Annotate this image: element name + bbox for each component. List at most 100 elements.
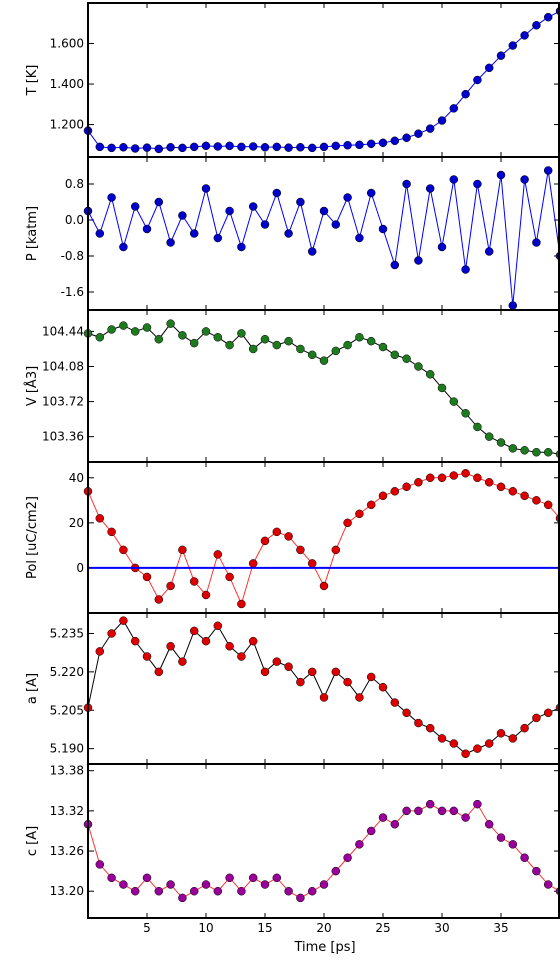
- data-point: [189, 142, 199, 152]
- data-point: [95, 514, 105, 523]
- data-point: [260, 880, 270, 889]
- data-point: [225, 206, 234, 216]
- y-axis-label: P [katm]: [25, 206, 40, 261]
- data-point: [343, 340, 352, 350]
- data-point: [355, 693, 364, 702]
- data-point: [107, 873, 116, 883]
- data-point: [225, 873, 234, 883]
- series-line: [87, 170, 560, 306]
- data-point: [189, 229, 199, 238]
- data-point: [166, 238, 175, 247]
- data-point: [331, 220, 341, 229]
- data-point: [402, 708, 411, 718]
- panel-3: 103.36 103.72 104.08 104.44 V [Å3]: [24, 309, 560, 463]
- data-point: [95, 229, 105, 238]
- data-point: [296, 143, 305, 152]
- data-point: [307, 886, 317, 896]
- data-point: [449, 397, 459, 406]
- data-point: [107, 325, 116, 334]
- y-axis-label: T [K]: [25, 65, 40, 97]
- data-point: [307, 559, 317, 568]
- data-point: [449, 175, 459, 184]
- data-point: [248, 636, 258, 646]
- y-tick-label: 103.36: [42, 430, 84, 444]
- panel-4: 0 20 40 Pol [uC/cm2]: [25, 461, 560, 614]
- data-point: [414, 256, 423, 265]
- data-point: [484, 820, 494, 829]
- data-point: [225, 642, 234, 651]
- data-point: [201, 636, 211, 646]
- data-point: [484, 247, 494, 256]
- data-point: [355, 509, 364, 519]
- y-tick-label: 0.0: [65, 213, 84, 227]
- data-point: [484, 478, 494, 487]
- data-point: [296, 677, 305, 687]
- x-tick-label: 15: [257, 921, 272, 935]
- data-point: [473, 799, 482, 809]
- data-point: [201, 184, 211, 193]
- data-point: [378, 491, 388, 501]
- data-point: [142, 224, 152, 234]
- data-point: [473, 179, 482, 189]
- series-line: [87, 10, 560, 150]
- x-axis-label: Time [ps]: [293, 940, 355, 955]
- data-point: [307, 350, 317, 360]
- data-point: [284, 229, 293, 238]
- data-point: [425, 370, 435, 379]
- data-point: [284, 532, 293, 541]
- data-point: [390, 136, 400, 146]
- data-point: [402, 482, 411, 492]
- data-point: [425, 124, 435, 133]
- y-tick-label: 13.38: [50, 764, 84, 778]
- data-point: [437, 806, 447, 816]
- data-point: [543, 708, 553, 718]
- data-point: [449, 739, 459, 748]
- data-point: [189, 577, 199, 586]
- y-tick-label: 5.235: [50, 626, 84, 640]
- x-tick-label: 35: [493, 921, 508, 935]
- data-point: [414, 718, 423, 728]
- data-point: [154, 595, 164, 604]
- data-point: [260, 536, 270, 546]
- data-point: [543, 448, 553, 457]
- panel-frame: [87, 156, 560, 311]
- data-point: [272, 873, 282, 883]
- data-point: [402, 179, 411, 189]
- y-tick-label: 104.08: [42, 360, 84, 374]
- data-point: [237, 242, 246, 252]
- data-point: [532, 496, 541, 505]
- data-point: [284, 143, 293, 152]
- data-point: [189, 626, 199, 636]
- y-tick-label: 13.26: [50, 844, 84, 858]
- data-point: [508, 444, 518, 453]
- data-point: [378, 224, 388, 234]
- data-point: [142, 873, 152, 883]
- data-point: [272, 657, 282, 666]
- data-point: [378, 813, 388, 822]
- series-line: [87, 619, 560, 755]
- data-point: [201, 327, 211, 336]
- data-point: [166, 642, 175, 651]
- data-point: [154, 197, 164, 207]
- data-point: [461, 749, 470, 759]
- data-point: [296, 344, 305, 354]
- data-point: [414, 806, 423, 816]
- data-point: [331, 545, 341, 555]
- data-point: [402, 133, 411, 142]
- data-point: [237, 652, 246, 661]
- data-point: [189, 338, 199, 348]
- data-point: [331, 141, 341, 151]
- data-point: [520, 491, 529, 501]
- data-point: [119, 143, 128, 152]
- data-point: [237, 329, 246, 338]
- data-point: [496, 170, 506, 180]
- x-tick-label: 20: [316, 921, 331, 935]
- data-point: [437, 116, 447, 125]
- data-point: [142, 143, 152, 152]
- data-point: [390, 260, 400, 270]
- data-point: [331, 866, 341, 876]
- data-point: [248, 344, 258, 354]
- data-point: [402, 806, 411, 816]
- data-point: [284, 662, 293, 671]
- data-point: [166, 143, 175, 152]
